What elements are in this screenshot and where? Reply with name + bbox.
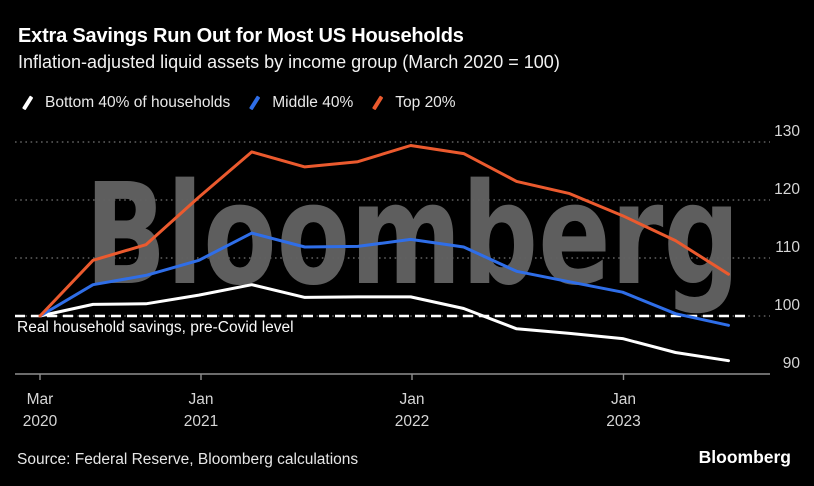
legend-item-top-20: Top 20% [370, 94, 456, 112]
legend-item-middle-40: Middle 40% [247, 94, 353, 112]
x-tick-label: 2021 [184, 413, 218, 430]
series-line-bottom-40 [38, 283, 730, 363]
chart-title: Extra Savings Run Out for Most US Househ… [18, 25, 464, 47]
legend: Bottom 40% of households Middle 40% Top … [20, 93, 456, 113]
legend-label: Bottom 40% of households [45, 94, 231, 111]
x-tick-label: 2023 [606, 413, 640, 430]
legend-label: Top 20% [395, 94, 456, 111]
chart-subtitle: Inflation-adjusted liquid assets by inco… [18, 52, 560, 72]
y-tick-label: 120 [774, 181, 800, 198]
x-tick-label: 2022 [395, 413, 429, 430]
x-tick-label: Jan [189, 391, 214, 408]
series-line-middle-40 [38, 231, 730, 327]
y-tick-label: 100 [774, 297, 800, 314]
bloomberg-logo: Bloomberg [698, 447, 791, 467]
x-tick-label: 2020 [23, 413, 58, 430]
y-tick-label: 110 [775, 239, 800, 256]
source-text: Source: Federal Reserve, Bloomberg calcu… [17, 451, 359, 468]
x-tick-label: Mar [27, 391, 54, 408]
y-tick-label: 90 [783, 355, 801, 372]
y-tick-label: 130 [774, 123, 800, 140]
bloomberg-watermark: Bloomberg [85, 154, 740, 317]
legend-label: Middle 40% [272, 94, 354, 111]
x-tick-label: Jan [400, 391, 425, 408]
legend-item-bottom-40: Bottom 40% of households [20, 94, 230, 112]
x-tick-label: Jan [611, 391, 636, 408]
header: Extra Savings Run Out for Most US Househ… [18, 24, 560, 73]
annotation-label: Real household savings, pre-Covid level [17, 319, 294, 336]
series-line-top-20 [38, 144, 730, 318]
